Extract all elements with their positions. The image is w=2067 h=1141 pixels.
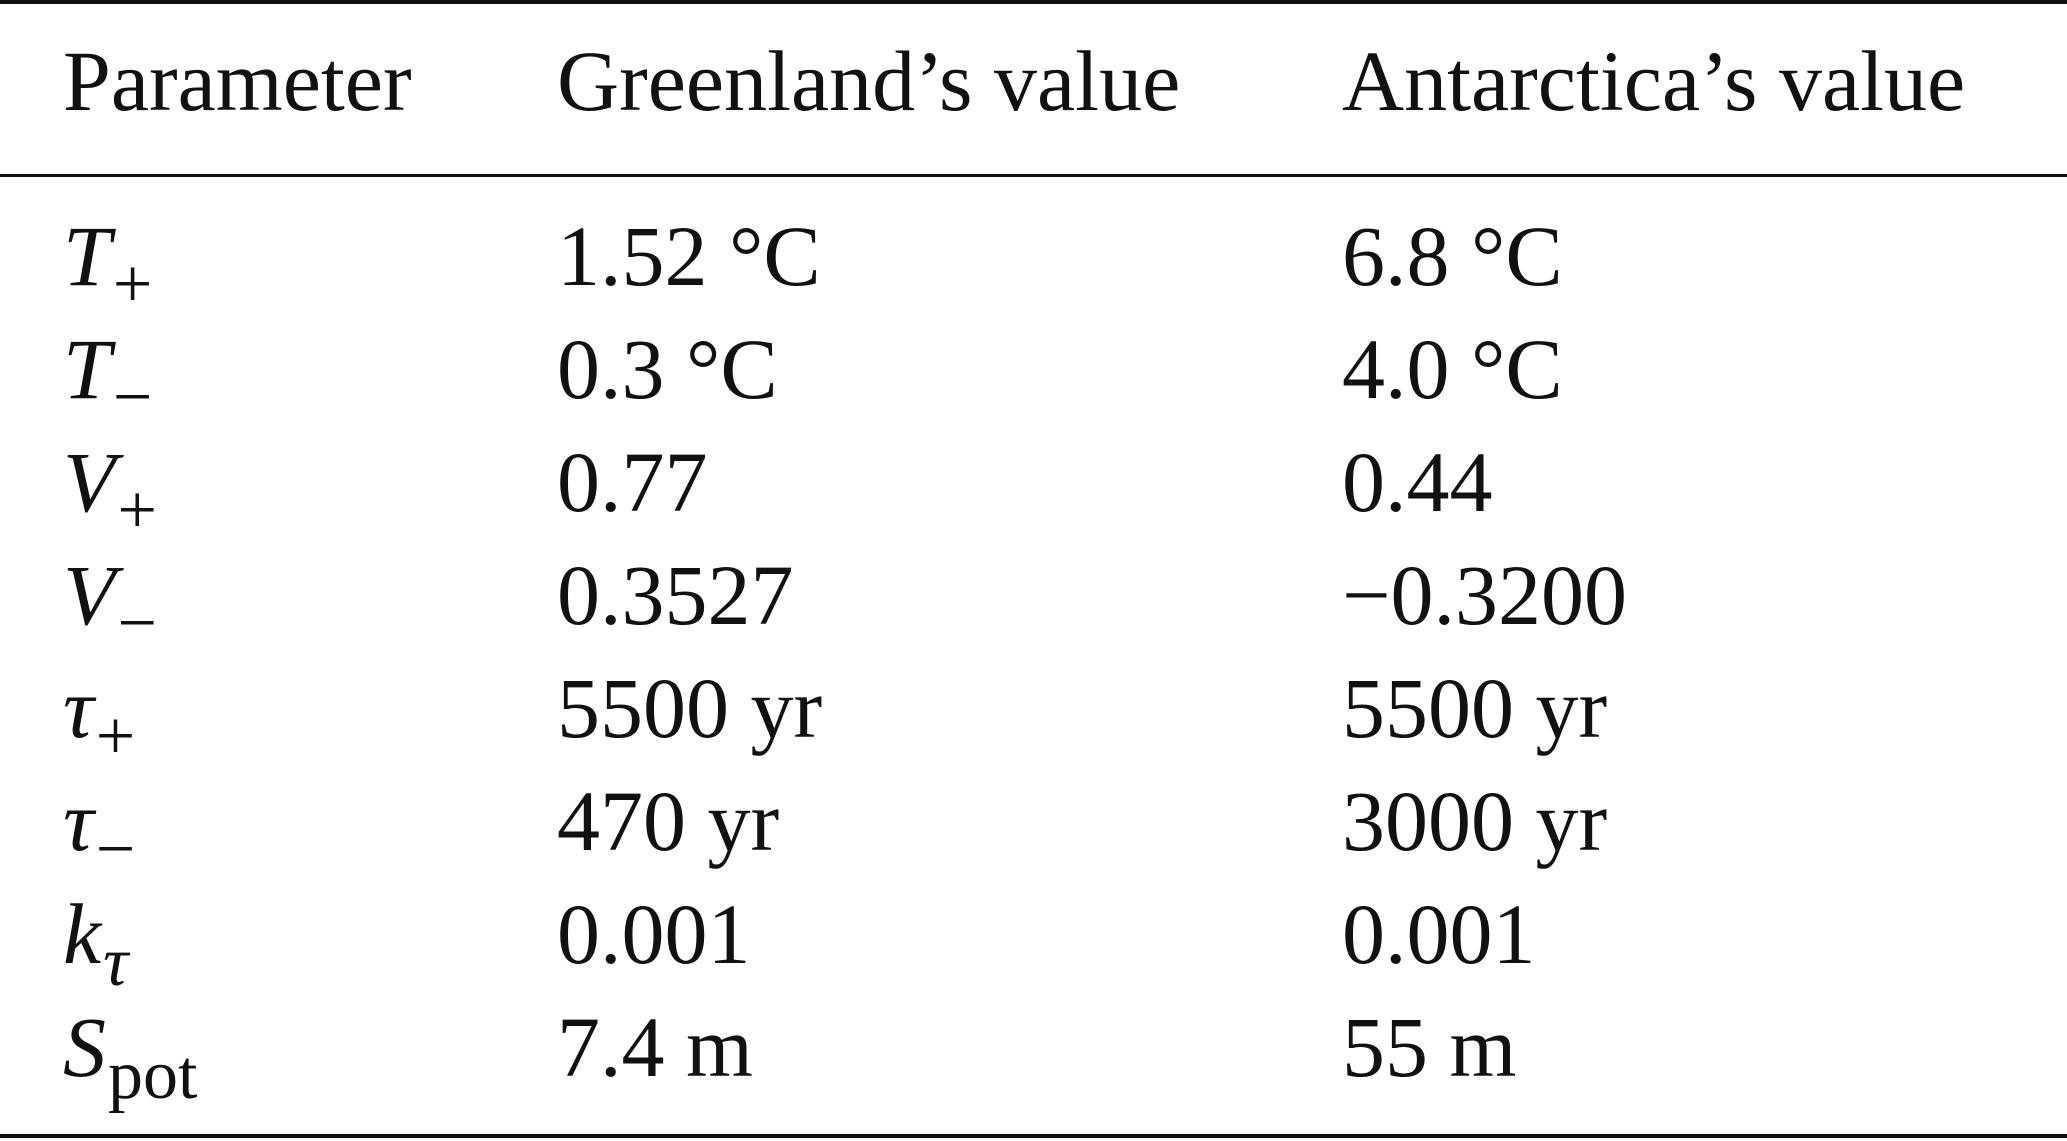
greenland-value-cell: 7.4 m xyxy=(557,999,753,1095)
greenland-value-cell: 1.52 °C xyxy=(557,208,821,304)
table-header-rule xyxy=(0,174,2067,177)
parameter-cell: T+ xyxy=(63,213,152,320)
parameter-subscript: τ xyxy=(103,924,129,1001)
parameter-cell: τ+ xyxy=(63,665,135,772)
antarctica-value-cell: 0.44 xyxy=(1342,434,1493,530)
antarctica-value-cell: 6.8 °C xyxy=(1342,208,1563,304)
parameter-subscript: − xyxy=(112,359,153,436)
antarctica-value-cell: 5500 yr xyxy=(1342,660,1608,756)
parameter-subscript: + xyxy=(117,472,158,549)
greenland-value-cell: 0.3527 xyxy=(557,547,794,643)
antarctica-value-cell: 0.001 xyxy=(1342,886,1536,982)
parameter-cell: T− xyxy=(63,326,152,433)
parameter-subscript: + xyxy=(95,698,136,775)
parameter-symbol: T xyxy=(63,208,111,304)
header-antarctica: Antarctica’s value xyxy=(1342,33,1966,129)
parameter-subscript: − xyxy=(95,811,136,888)
parameter-cell: kτ xyxy=(63,891,128,998)
parameter-symbol: τ xyxy=(63,773,94,869)
header-parameter: Parameter xyxy=(63,33,412,129)
parameter-symbol: S xyxy=(63,999,106,1095)
greenland-value-cell: 0.3 °C xyxy=(557,321,778,417)
antarctica-value-cell: −0.3200 xyxy=(1342,547,1628,643)
greenland-value-cell: 0.77 xyxy=(557,434,708,530)
parameter-symbol: τ xyxy=(63,660,94,756)
parameter-cell: τ− xyxy=(63,778,135,885)
parameter-subscript: pot xyxy=(108,1037,198,1114)
parameter-cell: V+ xyxy=(63,439,157,546)
parameter-symbol: T xyxy=(63,321,111,417)
parameter-subscript: + xyxy=(112,246,153,323)
parameter-cell: Spot xyxy=(63,1004,197,1111)
antarctica-value-cell: 3000 yr xyxy=(1342,773,1608,869)
table-bottom-rule xyxy=(0,1134,2067,1138)
antarctica-value-cell: 4.0 °C xyxy=(1342,321,1563,417)
greenland-value-cell: 5500 yr xyxy=(557,660,823,756)
parameter-symbol: k xyxy=(63,886,102,982)
parameter-cell: V− xyxy=(63,552,157,659)
parameter-symbol: V xyxy=(63,547,116,643)
header-greenland: Greenland’s value xyxy=(557,33,1181,129)
table-top-rule xyxy=(0,0,2067,4)
parameter-symbol: V xyxy=(63,434,116,530)
greenland-value-cell: 0.001 xyxy=(557,886,751,982)
antarctica-value-cell: 55 m xyxy=(1342,999,1517,1095)
parameter-subscript: − xyxy=(117,585,158,662)
greenland-value-cell: 470 yr xyxy=(557,773,780,869)
